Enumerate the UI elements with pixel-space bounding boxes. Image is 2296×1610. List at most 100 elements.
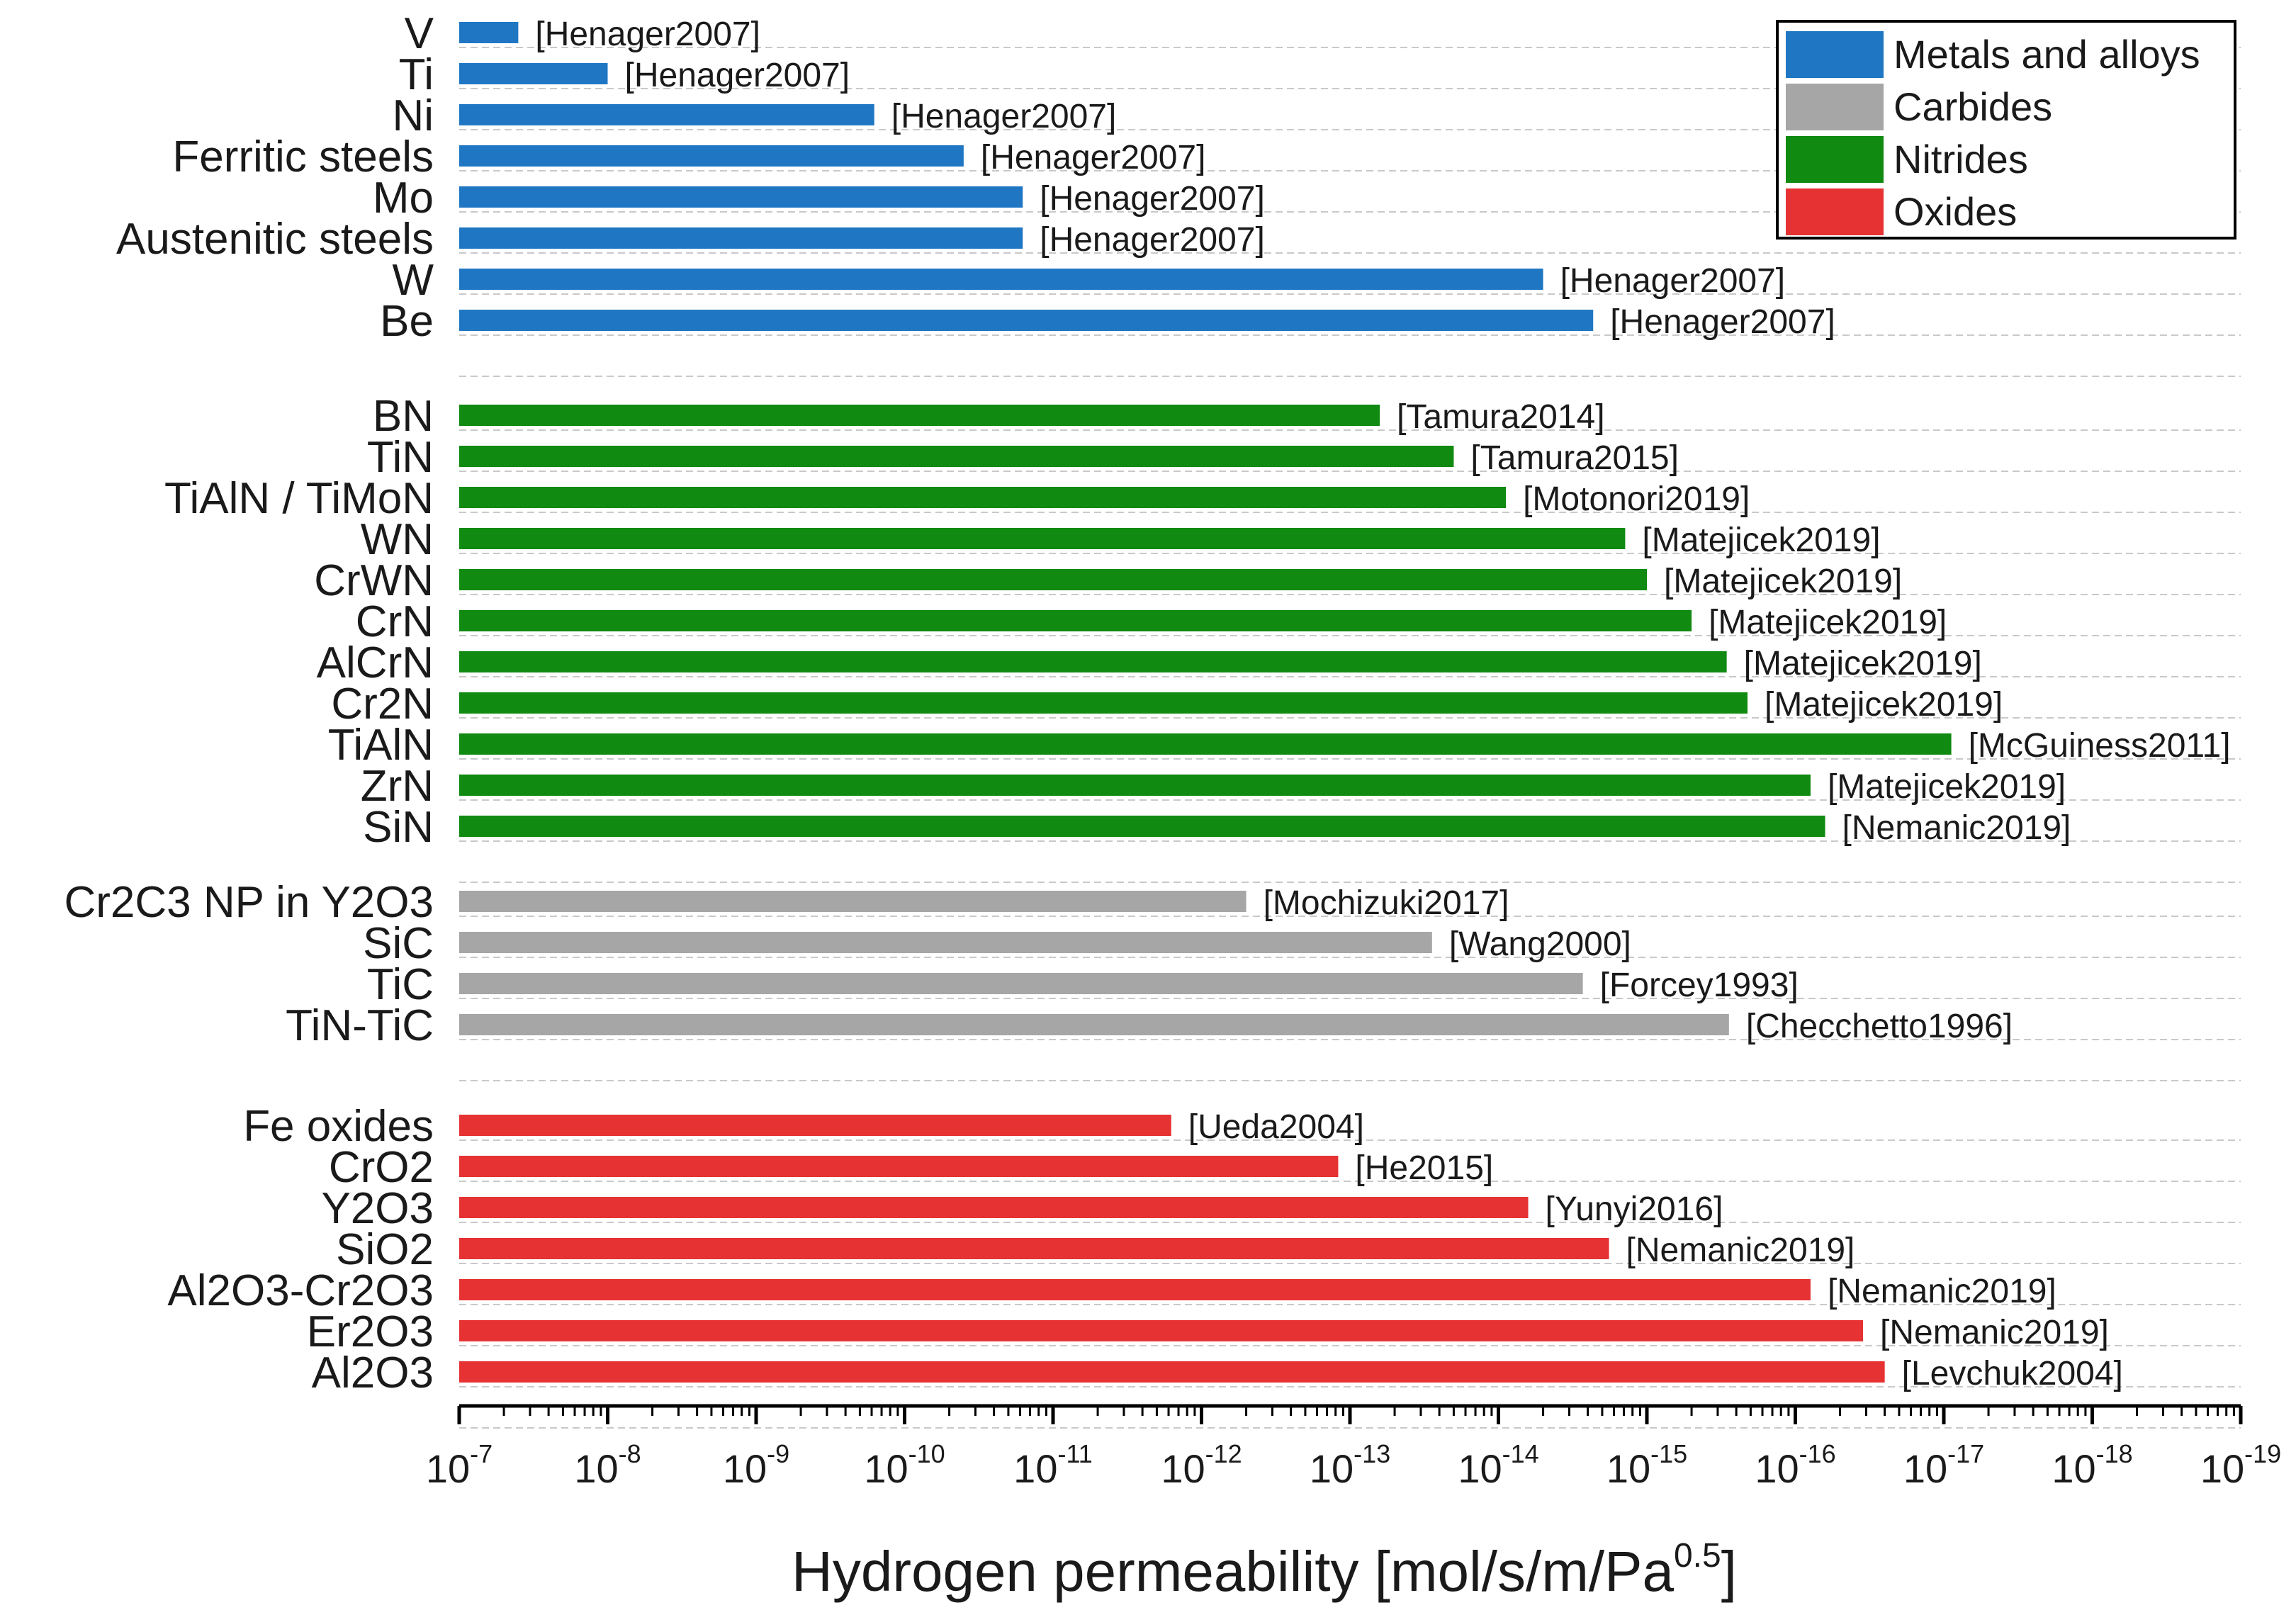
category-label-oxides-er2o3: Er2O3 [307,1307,434,1356]
x-tick-label: 10-9 [723,1439,789,1491]
category-label-nitrides-sin: SiN [363,803,434,852]
reference-label-carbides-tic: [Forcey1993] [1600,967,1799,1004]
reference-label-metals-and-alloys-ni: [Henager2007] [891,98,1117,135]
bar-metals-and-alloys-w [459,269,1543,290]
grid-lines [459,47,2241,1429]
bar-metals-and-alloys-ferritic-steels [459,145,964,167]
category-label-carbides-cr2c3-np-in-y2o3: Cr2C3 NP in Y2O3 [64,878,434,927]
reference-label-oxides-fe-oxides: [Ueda2004] [1188,1108,1364,1146]
x-tick-label: 10-11 [1013,1439,1093,1491]
legend-label-nitrides: Nitrides [1893,137,2028,181]
reference-label-oxides-cro2: [He2015] [1355,1149,1493,1187]
x-tick-label: 10-7 [426,1439,493,1491]
bar-oxides-y2o3 [459,1197,1529,1218]
bar-carbides-sic [459,932,1432,953]
bar-carbides-tic [459,973,1583,994]
category-label-metals-and-alloys-austenitic-steels: Austenitic steels [116,215,434,264]
legend-swatch-carbides [1786,84,1884,130]
bars [459,22,1952,1383]
category-label-nitrides-zrn: ZrN [361,762,434,811]
reference-label-nitrides-wn: [Matejicek2019] [1642,522,1880,559]
bar-nitrides-alcrn [459,651,1727,672]
legend: Metals and alloys Carbides Nitrides Oxides [1776,20,2236,240]
bar-oxides-sio2 [459,1238,1609,1259]
reference-label-metals-and-alloys-mo: [Henager2007] [1040,180,1265,218]
bar-nitrides-sin [459,816,1825,837]
reference-label-metals-and-alloys-ti: [Henager2007] [625,57,850,94]
bar-oxides-cro2 [459,1156,1339,1177]
x-tick-label: 10-16 [1755,1439,1835,1491]
category-label-metals-and-alloys-mo: Mo [373,174,434,223]
bar-nitrides-tialn [459,733,1952,755]
bar-nitrides-tialn-timon [459,487,1507,508]
reference-label-nitrides-crn: [Matejicek2019] [1709,604,1947,641]
bar-nitrides-crwn [459,569,1647,590]
reference-label-nitrides-alcrn: [Matejicek2019] [1744,645,1982,682]
category-label-oxides-y2o3: Y2O3 [321,1184,434,1233]
category-label-carbides-sic: SiC [363,919,434,968]
category-label-oxides-al2o3: Al2O3 [312,1349,434,1397]
category-label-metals-and-alloys-v: V [405,9,434,58]
x-axis-title-end: ] [1721,1540,1737,1603]
category-label-oxides-cro2: CrO2 [329,1143,434,1192]
reference-label-nitrides-tialn-timon: [Motonori2019] [1523,480,1750,518]
reference-label-carbides-tin-tic: [Checchetto1996] [1746,1008,2013,1045]
reference-label-nitrides-crwn: [Matejicek2019] [1664,563,1902,600]
reference-label-metals-and-alloys-w: [Henager2007] [1560,262,1786,300]
bar-oxides-al2o3-cr2o3 [459,1279,1811,1300]
category-label-metals-and-alloys-ti: Ti [399,50,434,99]
category-label-nitrides-bn: BN [373,392,434,441]
reference-labels: [Henager2007][Henager2007][Henager2007][… [535,16,2230,1392]
reference-label-metals-and-alloys-ferritic-steels: [Henager2007] [981,139,1206,176]
bar-metals-and-alloys-v [459,22,519,43]
category-label-nitrides-wn: WN [361,515,434,564]
reference-label-nitrides-bn: [Tamura2014] [1397,398,1605,436]
x-tick-label: 10-15 [1606,1439,1687,1491]
bar-nitrides-zrn [459,775,1811,796]
bar-metals-and-alloys-ti [459,63,608,84]
x-tick-label: 10-12 [1161,1439,1242,1491]
category-label-oxides-fe-oxides: Fe oxides [243,1102,434,1151]
bar-metals-and-alloys-austenitic-steels [459,227,1023,249]
reference-label-oxides-sio2: [Nemanic2019] [1626,1232,1855,1269]
x-tick-label: 10-8 [574,1439,641,1491]
reference-label-nitrides-tin: [Tamura2015] [1470,439,1679,477]
reference-label-oxides-al2o3: [Levchuk2004] [1902,1355,2123,1392]
legend-label-metals-and-alloys: Metals and alloys [1893,32,2200,77]
category-label-nitrides-crn: CrN [356,597,434,646]
x-tick-label: 10-13 [1310,1439,1390,1491]
reference-label-metals-and-alloys-be: [Henager2007] [1610,303,1835,341]
category-label-nitrides-crwn: CrWN [314,556,434,605]
bar-oxides-al2o3 [459,1361,1885,1383]
bar-metals-and-alloys-be [459,310,1594,331]
reference-label-oxides-er2o3: [Nemanic2019] [1880,1314,2109,1351]
bar-nitrides-bn [459,405,1380,426]
category-label-metals-and-alloys-ni: Ni [392,91,434,140]
category-label-carbides-tin-tic: TiN-TiC [286,1001,434,1050]
bar-metals-and-alloys-ni [459,104,874,125]
legend-label-carbides: Carbides [1893,84,2052,129]
bar-nitrides-cr2n [459,692,1748,714]
category-label-metals-and-alloys-be: Be [380,297,434,346]
bar-oxides-er2o3 [459,1320,1864,1341]
legend-swatch-oxides [1786,188,1884,235]
reference-label-nitrides-cr2n: [Matejicek2019] [1765,686,2003,724]
bar-nitrides-wn [459,528,1626,549]
category-label-nitrides-alcrn: AlCrN [317,638,434,687]
x-axis: 10-7 10-8 10-9 10-10 10-11 10-12 10-13 10-14 10-… [426,1404,2281,1491]
bar-nitrides-tin [459,446,1454,467]
legend-swatch-metals-and-alloys [1786,31,1884,78]
reference-label-oxides-y2o3: [Yunyi2016] [1546,1190,1723,1228]
reference-label-metals-and-alloys-v: [Henager2007] [535,16,760,53]
bar-carbides-cr2c3-np-in-y2o3 [459,891,1247,912]
bar-nitrides-crn [459,610,1692,631]
category-label-nitrides-tialn-timon: TiAlN / TiMoN [164,474,434,523]
category-label-metals-and-alloys-w: W [392,256,434,305]
category-label-nitrides-tin: TiN [367,433,434,482]
x-axis-title-superscript: 0.5 [1674,1537,1721,1575]
reference-label-nitrides-zrn: [Matejicek2019] [1828,768,2066,806]
category-label-nitrides-cr2n: Cr2N [331,680,434,728]
category-label-oxides-al2o3-cr2o3: Al2O3-Cr2O3 [167,1266,434,1315]
